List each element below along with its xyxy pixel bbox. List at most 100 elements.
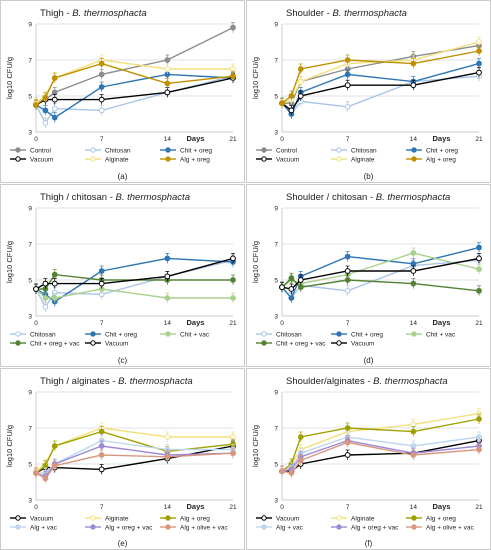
chart-title-main: Shoulder/alginates - <box>286 376 373 387</box>
legend-label: Alginate <box>351 157 375 164</box>
data-point <box>164 273 171 280</box>
chart-title-main: Shoulder / chitosan - <box>286 192 376 203</box>
data-point <box>476 48 482 54</box>
chart-title-organism: B. thermosphacta <box>376 192 450 203</box>
panel-label: (d) <box>364 356 374 365</box>
data-point <box>410 452 417 458</box>
legend-label: Chitosan <box>351 148 377 155</box>
data-point <box>98 428 105 435</box>
chart-title: Thigh / alginates - B. thermosphacta <box>40 376 193 387</box>
data-point <box>51 105 58 112</box>
legend-swatch-marker <box>411 147 417 153</box>
y-tick-label: 3 <box>28 498 32 505</box>
panel-label: (f) <box>365 539 373 548</box>
data-point <box>410 421 417 428</box>
y-axis-label: log10 CFU/g <box>5 57 14 99</box>
data-point <box>410 268 417 274</box>
legend-item: Chit + oreg <box>160 147 212 155</box>
legend-label: Chit + oreg + vac <box>276 341 326 348</box>
data-point <box>98 96 105 103</box>
data-point <box>164 80 171 87</box>
legend-swatch-marker <box>165 331 171 337</box>
chart-title-organism: B. thermosphacta <box>373 376 447 387</box>
legend-item: Control <box>10 147 52 155</box>
legend-item: Chit + oreg <box>331 331 383 339</box>
legend-label: Alg + oreg <box>426 516 456 523</box>
y-tick-label: 5 <box>274 462 278 469</box>
data-point <box>230 295 236 301</box>
legend-swatch-marker <box>261 147 267 153</box>
data-point <box>98 84 105 90</box>
data-point <box>297 93 304 99</box>
legend-label: Alg + oreg + vac <box>105 525 153 532</box>
data-point <box>230 24 236 31</box>
legend-swatch-marker <box>165 524 171 530</box>
data-point <box>164 453 171 460</box>
x-axis-label: Days <box>187 318 205 327</box>
legend-swatch-marker <box>15 331 21 337</box>
data-point <box>476 39 482 45</box>
data-point <box>288 107 295 114</box>
chart-title-main: Thigh - <box>40 8 72 19</box>
y-axis-label: log10 CFU/g <box>251 241 260 283</box>
chart-title: Shoulder / chitosan - B. thermosphacta <box>286 192 450 203</box>
x-tick-label: 14 <box>164 504 172 511</box>
x-tick-label: 21 <box>475 320 483 327</box>
data-point <box>164 57 171 63</box>
data-point <box>230 450 236 457</box>
legend-swatch-marker <box>261 156 267 162</box>
chart-title-main: Thigh / alginates - <box>40 376 118 387</box>
data-point <box>164 295 171 301</box>
data-point <box>476 60 482 67</box>
legend-swatch-marker <box>90 147 96 153</box>
x-tick-label: 7 <box>100 136 104 143</box>
panel-label: (e) <box>118 539 128 548</box>
legend-label: Chit + oreg <box>180 148 212 155</box>
x-tick-label: 7 <box>346 320 350 327</box>
data-point <box>98 71 105 78</box>
data-point <box>344 253 351 260</box>
legend-swatch-marker <box>165 515 171 521</box>
data-point <box>476 287 482 294</box>
legend-item: Vacuum <box>256 156 299 164</box>
legend-item: Alg + oreg <box>160 515 210 523</box>
data-point <box>51 75 58 81</box>
chart-title-organism: B. thermosphacta <box>72 8 146 19</box>
y-axis-label: log10 CFU/g <box>5 425 14 467</box>
legend-item: Chit + vac <box>160 331 210 339</box>
legend-swatch-marker <box>261 331 267 337</box>
y-tick-label: 9 <box>28 390 32 397</box>
data-point <box>288 275 295 282</box>
y-tick-label: 5 <box>28 278 32 285</box>
data-point <box>230 66 236 72</box>
legend-swatch-marker <box>411 524 417 530</box>
legend-item: Alg + oreg <box>406 156 456 164</box>
legend-swatch-marker <box>261 524 267 530</box>
x-tick-label: 7 <box>346 136 350 143</box>
data-point <box>410 82 417 89</box>
legend-item: Chit + oreg <box>406 147 458 155</box>
chart-panel-e: Thigh / alginates - B. thermosphacta 3 5 7 9… <box>0 368 245 550</box>
legend-label: Chit + oreg + vac <box>30 341 80 348</box>
legend-item: Chit + oreg <box>85 331 137 339</box>
legend-swatch-marker <box>15 524 21 530</box>
legend-label: Chit + oreg <box>426 148 458 155</box>
chart-title-organism: B. thermosphacta <box>332 8 406 19</box>
data-point <box>410 260 417 267</box>
legend-item: Alg + vac <box>256 524 304 532</box>
data-point <box>98 60 105 67</box>
x-axis-label: Days <box>433 318 451 327</box>
panel-label: (c) <box>118 356 128 365</box>
legend-label: Alg + oreg + vac <box>351 525 399 532</box>
x-axis-label: Days <box>433 134 451 143</box>
legend-label: Vacuum <box>276 157 299 164</box>
data-point <box>42 120 49 126</box>
data-point <box>344 268 351 274</box>
legend-label: Chit + oreg <box>105 332 137 339</box>
x-tick-label: 0 <box>280 320 284 327</box>
legend-item: Alg + oreg + vac <box>85 524 153 532</box>
panel-border <box>0 184 245 367</box>
legend-item: Alginate <box>331 515 375 523</box>
legend-label: Alg + oreg <box>426 157 456 164</box>
x-tick-label: 14 <box>164 136 172 143</box>
